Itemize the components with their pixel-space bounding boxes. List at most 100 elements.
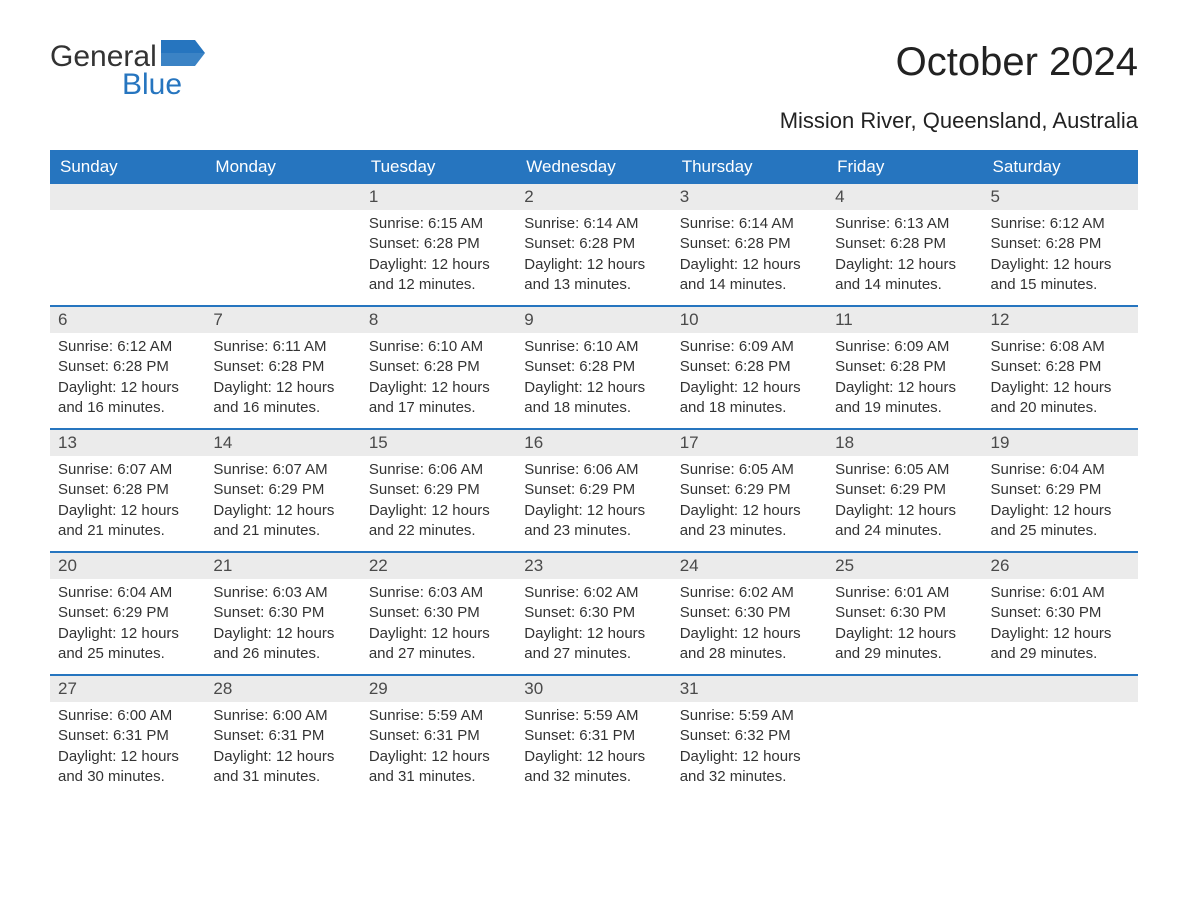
day-detail-line: Sunrise: 6:05 AM bbox=[835, 460, 974, 480]
day-details: Sunrise: 5:59 AMSunset: 6:31 PMDaylight:… bbox=[361, 702, 516, 797]
day-detail-line: Sunrise: 6:03 AM bbox=[213, 583, 352, 603]
calendar-day-cell: 12Sunrise: 6:08 AMSunset: 6:28 PMDayligh… bbox=[983, 307, 1138, 428]
empty-day-header bbox=[827, 676, 982, 702]
day-number: 18 bbox=[827, 430, 982, 456]
day-detail-line: Daylight: 12 hours bbox=[991, 501, 1130, 521]
calendar-day-cell: 9Sunrise: 6:10 AMSunset: 6:28 PMDaylight… bbox=[516, 307, 671, 428]
day-detail-line: and 32 minutes. bbox=[524, 767, 663, 787]
day-detail-line: Sunrise: 6:07 AM bbox=[58, 460, 197, 480]
day-detail-line: Sunrise: 6:01 AM bbox=[835, 583, 974, 603]
day-detail-line: Daylight: 12 hours bbox=[369, 747, 508, 767]
day-detail-line: Daylight: 12 hours bbox=[680, 624, 819, 644]
day-detail-line: Sunrise: 6:04 AM bbox=[991, 460, 1130, 480]
calendar-week: 1Sunrise: 6:15 AMSunset: 6:28 PMDaylight… bbox=[50, 184, 1138, 305]
day-detail-line: Sunset: 6:30 PM bbox=[680, 603, 819, 623]
calendar-day-cell: 21Sunrise: 6:03 AMSunset: 6:30 PMDayligh… bbox=[205, 553, 360, 674]
day-detail-line: and 27 minutes. bbox=[369, 644, 508, 664]
calendar-day-cell: 1Sunrise: 6:15 AMSunset: 6:28 PMDaylight… bbox=[361, 184, 516, 305]
day-detail-line: Sunrise: 6:02 AM bbox=[680, 583, 819, 603]
day-number: 7 bbox=[205, 307, 360, 333]
day-detail-line: and 30 minutes. bbox=[58, 767, 197, 787]
day-number: 9 bbox=[516, 307, 671, 333]
empty-day-header bbox=[983, 676, 1138, 702]
day-number: 8 bbox=[361, 307, 516, 333]
day-number: 22 bbox=[361, 553, 516, 579]
day-number: 28 bbox=[205, 676, 360, 702]
empty-day-header bbox=[50, 184, 205, 210]
day-detail-line: Sunset: 6:31 PM bbox=[213, 726, 352, 746]
day-number: 16 bbox=[516, 430, 671, 456]
day-details: Sunrise: 6:11 AMSunset: 6:28 PMDaylight:… bbox=[205, 333, 360, 428]
day-detail-line: and 18 minutes. bbox=[524, 398, 663, 418]
day-detail-line: Daylight: 12 hours bbox=[58, 624, 197, 644]
weekday-header: Tuesday bbox=[361, 150, 516, 184]
day-detail-line: Daylight: 12 hours bbox=[58, 378, 197, 398]
day-detail-line: Sunset: 6:29 PM bbox=[524, 480, 663, 500]
day-number: 21 bbox=[205, 553, 360, 579]
day-detail-line: and 16 minutes. bbox=[213, 398, 352, 418]
day-detail-line: Sunset: 6:29 PM bbox=[680, 480, 819, 500]
day-detail-line: Sunset: 6:29 PM bbox=[213, 480, 352, 500]
day-detail-line: Sunset: 6:29 PM bbox=[369, 480, 508, 500]
calendar-day-cell: 31Sunrise: 5:59 AMSunset: 6:32 PMDayligh… bbox=[672, 676, 827, 797]
day-detail-line: and 29 minutes. bbox=[991, 644, 1130, 664]
day-number: 15 bbox=[361, 430, 516, 456]
calendar-day-cell: 3Sunrise: 6:14 AMSunset: 6:28 PMDaylight… bbox=[672, 184, 827, 305]
calendar-day-cell: 5Sunrise: 6:12 AMSunset: 6:28 PMDaylight… bbox=[983, 184, 1138, 305]
day-detail-line: Sunrise: 6:05 AM bbox=[680, 460, 819, 480]
day-detail-line: Sunrise: 6:09 AM bbox=[680, 337, 819, 357]
day-details: Sunrise: 6:12 AMSunset: 6:28 PMDaylight:… bbox=[50, 333, 205, 428]
day-detail-line: Sunrise: 6:00 AM bbox=[58, 706, 197, 726]
day-detail-line: Sunrise: 6:09 AM bbox=[835, 337, 974, 357]
day-detail-line: Sunset: 6:31 PM bbox=[58, 726, 197, 746]
day-detail-line: and 14 minutes. bbox=[835, 275, 974, 295]
day-number: 29 bbox=[361, 676, 516, 702]
day-detail-line: Sunset: 6:30 PM bbox=[213, 603, 352, 623]
day-detail-line: Sunrise: 5:59 AM bbox=[524, 706, 663, 726]
calendar-day-cell: 30Sunrise: 5:59 AMSunset: 6:31 PMDayligh… bbox=[516, 676, 671, 797]
day-detail-line: Daylight: 12 hours bbox=[369, 378, 508, 398]
day-detail-line: Daylight: 12 hours bbox=[213, 378, 352, 398]
day-detail-line: Sunrise: 6:01 AM bbox=[991, 583, 1130, 603]
day-detail-line: Sunrise: 6:07 AM bbox=[213, 460, 352, 480]
day-details: Sunrise: 6:10 AMSunset: 6:28 PMDaylight:… bbox=[516, 333, 671, 428]
day-details: Sunrise: 6:01 AMSunset: 6:30 PMDaylight:… bbox=[827, 579, 982, 674]
calendar-day-cell: 10Sunrise: 6:09 AMSunset: 6:28 PMDayligh… bbox=[672, 307, 827, 428]
day-details: Sunrise: 5:59 AMSunset: 6:32 PMDaylight:… bbox=[672, 702, 827, 797]
day-number: 12 bbox=[983, 307, 1138, 333]
day-detail-line: and 14 minutes. bbox=[680, 275, 819, 295]
weekday-header-row: Sunday Monday Tuesday Wednesday Thursday… bbox=[50, 150, 1138, 184]
day-detail-line: Daylight: 12 hours bbox=[58, 501, 197, 521]
day-detail-line: Daylight: 12 hours bbox=[524, 255, 663, 275]
day-detail-line: and 15 minutes. bbox=[991, 275, 1130, 295]
calendar-day-cell: 16Sunrise: 6:06 AMSunset: 6:29 PMDayligh… bbox=[516, 430, 671, 551]
weekday-header: Monday bbox=[205, 150, 360, 184]
day-number: 20 bbox=[50, 553, 205, 579]
calendar-day-cell: 8Sunrise: 6:10 AMSunset: 6:28 PMDaylight… bbox=[361, 307, 516, 428]
calendar-day-cell: 24Sunrise: 6:02 AMSunset: 6:30 PMDayligh… bbox=[672, 553, 827, 674]
day-detail-line: Sunset: 6:29 PM bbox=[835, 480, 974, 500]
day-details: Sunrise: 6:03 AMSunset: 6:30 PMDaylight:… bbox=[205, 579, 360, 674]
day-detail-line: Sunrise: 6:14 AM bbox=[524, 214, 663, 234]
weekday-header: Thursday bbox=[672, 150, 827, 184]
day-number: 17 bbox=[672, 430, 827, 456]
day-detail-line: Daylight: 12 hours bbox=[524, 378, 663, 398]
day-detail-line: Daylight: 12 hours bbox=[213, 501, 352, 521]
weekday-header: Saturday bbox=[983, 150, 1138, 184]
day-detail-line: Sunrise: 6:08 AM bbox=[991, 337, 1130, 357]
day-detail-line: Sunset: 6:30 PM bbox=[835, 603, 974, 623]
calendar-day-cell: 15Sunrise: 6:06 AMSunset: 6:29 PMDayligh… bbox=[361, 430, 516, 551]
calendar-day-cell: 20Sunrise: 6:04 AMSunset: 6:29 PMDayligh… bbox=[50, 553, 205, 674]
day-detail-line: and 19 minutes. bbox=[835, 398, 974, 418]
logo: General Blue bbox=[50, 40, 205, 102]
day-details: Sunrise: 6:00 AMSunset: 6:31 PMDaylight:… bbox=[50, 702, 205, 797]
calendar-day-cell bbox=[50, 184, 205, 305]
calendar-day-cell: 27Sunrise: 6:00 AMSunset: 6:31 PMDayligh… bbox=[50, 676, 205, 797]
day-detail-line: and 24 minutes. bbox=[835, 521, 974, 541]
day-detail-line: Sunset: 6:28 PM bbox=[680, 234, 819, 254]
day-detail-line: Sunrise: 6:03 AM bbox=[369, 583, 508, 603]
day-number: 14 bbox=[205, 430, 360, 456]
day-detail-line: Sunset: 6:28 PM bbox=[58, 357, 197, 377]
calendar-day-cell bbox=[205, 184, 360, 305]
calendar-day-cell: 13Sunrise: 6:07 AMSunset: 6:28 PMDayligh… bbox=[50, 430, 205, 551]
